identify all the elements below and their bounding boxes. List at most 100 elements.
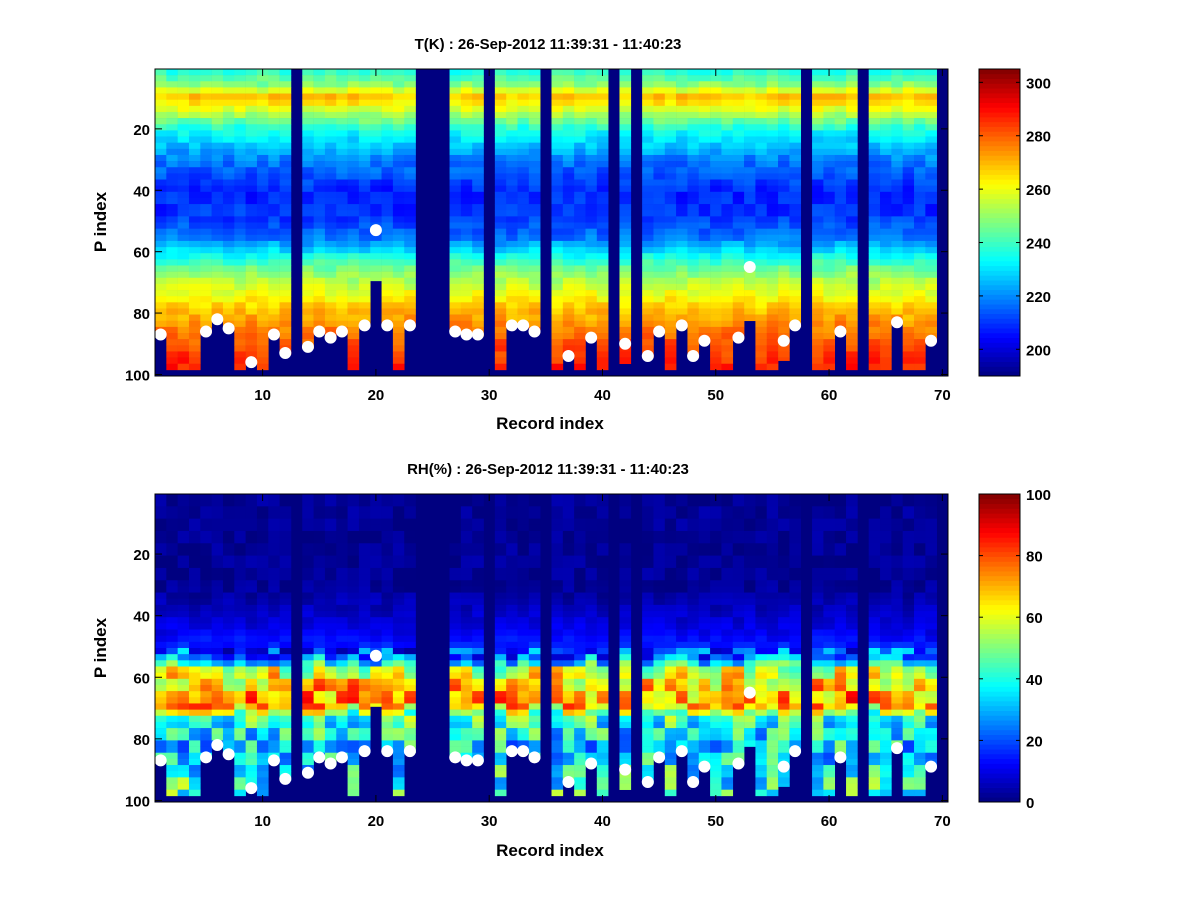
temperature-cell	[245, 333, 258, 340]
temperature-column	[449, 69, 462, 334]
humidity-cell	[710, 765, 722, 772]
temperature-cell	[834, 308, 847, 315]
temperature-cell	[902, 81, 915, 88]
temperature-cell	[200, 283, 212, 291]
temperature-cell	[834, 302, 847, 309]
humidity-cell	[732, 567, 745, 575]
temperature-cell	[404, 136, 416, 143]
humidity-cell	[370, 611, 382, 618]
humidity-cell	[698, 740, 711, 747]
humidity-cell	[574, 629, 586, 636]
temperature-cell	[653, 302, 666, 309]
humidity-cell	[234, 574, 246, 581]
humidity-cell	[472, 641, 484, 649]
temperature-column	[256, 69, 269, 371]
humidity-cell	[268, 494, 280, 501]
humidity-cell	[358, 500, 371, 507]
humidity-column	[234, 494, 246, 797]
humidity-cell	[585, 537, 598, 544]
humidity-cell	[449, 623, 462, 630]
humidity-cell	[200, 574, 212, 581]
humidity-cell	[279, 561, 292, 569]
temperature-cell	[245, 93, 258, 100]
humidity-cell	[698, 691, 711, 698]
temperature-cell	[256, 75, 269, 82]
temperature-cell	[211, 142, 224, 150]
temperature-cell	[302, 81, 314, 88]
temperature-cell	[222, 154, 235, 162]
temperature-cell	[234, 210, 246, 217]
temperature-cell	[200, 277, 212, 285]
temperature-cell	[812, 351, 824, 358]
temperature-cell	[177, 345, 190, 352]
humidity-cell	[370, 530, 382, 538]
humidity-cell	[517, 512, 530, 519]
humidity-cell	[721, 740, 734, 747]
temperature-cell	[460, 69, 473, 76]
humidity-cell	[166, 518, 178, 526]
humidity-cell	[245, 654, 258, 661]
humidity-cell	[155, 629, 167, 636]
temperature-colorbar-segment	[979, 73, 1020, 79]
humidity-cell	[245, 758, 258, 766]
temperature-cell	[710, 314, 722, 322]
temperature-cell	[664, 179, 677, 186]
temperature-cell	[687, 118, 700, 125]
humidity-cell	[222, 512, 235, 519]
temperature-cell	[902, 93, 915, 100]
temperature-cell	[710, 283, 722, 291]
humidity-cell	[698, 623, 711, 630]
temperature-cell	[177, 161, 190, 168]
humidity-cell	[358, 691, 371, 698]
temperature-cell	[585, 222, 598, 229]
temperature-cell	[710, 179, 722, 186]
humidity-cell	[347, 697, 360, 704]
temperature-cell	[222, 136, 235, 143]
humidity-cell	[256, 543, 269, 550]
temperature-cell	[268, 111, 280, 119]
humidity-cell	[222, 494, 235, 501]
humidity-cell	[347, 537, 360, 544]
temperature-cell	[234, 204, 246, 211]
temperature-cell	[528, 290, 541, 297]
humidity-cell	[551, 494, 564, 501]
temperature-cell	[755, 296, 768, 303]
humidity-cell	[245, 611, 258, 618]
humidity-cell	[358, 555, 371, 563]
temperature-cell	[562, 333, 575, 340]
temperature-cell	[914, 191, 926, 199]
temperature-cell	[868, 197, 881, 205]
humidity-cell	[517, 641, 530, 649]
humidity-cell	[336, 641, 348, 649]
temperature-cell	[585, 240, 598, 248]
humidity-cell	[324, 629, 337, 636]
humidity-cell	[710, 512, 722, 519]
humidity-cell	[302, 524, 314, 532]
temperature-cell	[778, 142, 790, 150]
temperature-colorbar-segment	[979, 136, 1020, 142]
temperature-cell	[574, 240, 586, 248]
humidity-cell	[596, 703, 609, 710]
temperature-cell	[902, 326, 915, 334]
humidity-cell	[710, 635, 722, 643]
temperature-cell	[676, 142, 688, 150]
humidity-cell	[585, 574, 598, 581]
temperature-cell	[313, 111, 326, 119]
humidity-cell	[642, 586, 654, 593]
temperature-cell	[755, 136, 768, 143]
temperature-cell	[392, 240, 405, 248]
humidity-cell	[177, 623, 190, 630]
temperature-cell	[517, 167, 530, 174]
temperature-cell	[245, 197, 258, 205]
temperature-cell	[732, 320, 745, 328]
temperature-cell	[642, 81, 654, 88]
temperature-cell	[494, 320, 507, 328]
temperature-cell	[653, 142, 666, 150]
humidity-cell	[528, 506, 541, 513]
temperature-cell	[698, 105, 711, 113]
temperature-cell	[245, 259, 258, 266]
humidity-cell	[494, 734, 507, 741]
humidity-cell	[347, 734, 360, 741]
temperature-cell	[268, 173, 280, 180]
humidity-cell	[574, 518, 586, 526]
